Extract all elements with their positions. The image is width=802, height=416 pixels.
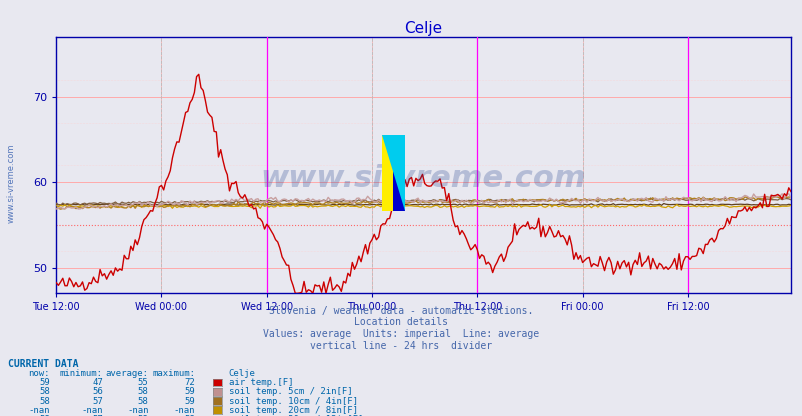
Text: average:: average: xyxy=(105,369,148,378)
Text: Location details: Location details xyxy=(354,317,448,327)
Text: www.si-vreme.com: www.si-vreme.com xyxy=(261,163,585,193)
Text: 59: 59 xyxy=(184,396,195,406)
Text: 57: 57 xyxy=(92,396,103,406)
Text: 58: 58 xyxy=(138,396,148,406)
Text: Slovenia / weather data - automatic stations.: Slovenia / weather data - automatic stat… xyxy=(269,306,533,316)
Text: air temp.[F]: air temp.[F] xyxy=(229,378,293,387)
Text: soil temp. 10cm / 4in[F]: soil temp. 10cm / 4in[F] xyxy=(229,396,358,406)
Text: -nan: -nan xyxy=(28,406,50,415)
Text: 55: 55 xyxy=(138,378,148,387)
Text: -nan: -nan xyxy=(81,406,103,415)
Text: now:: now: xyxy=(28,369,50,378)
Text: 58: 58 xyxy=(138,415,148,416)
Title: Celje: Celje xyxy=(404,21,442,36)
Bar xyxy=(381,135,393,211)
Text: vertical line - 24 hrs  divider: vertical line - 24 hrs divider xyxy=(310,341,492,351)
Text: 58: 58 xyxy=(39,396,50,406)
Text: 58: 58 xyxy=(138,387,148,396)
Text: soil temp. 5cm / 2in[F]: soil temp. 5cm / 2in[F] xyxy=(229,387,352,396)
Text: 58: 58 xyxy=(39,387,50,396)
Text: 72: 72 xyxy=(184,378,195,387)
Text: 56: 56 xyxy=(92,387,103,396)
Text: 59: 59 xyxy=(184,387,195,396)
Text: 58: 58 xyxy=(39,415,50,416)
Text: 57: 57 xyxy=(92,415,103,416)
Text: minimum:: minimum: xyxy=(59,369,103,378)
Text: www.si-vreme.com: www.si-vreme.com xyxy=(6,143,15,223)
Text: 59: 59 xyxy=(39,378,50,387)
Text: -nan: -nan xyxy=(173,406,195,415)
Text: -nan: -nan xyxy=(127,406,148,415)
Text: soil temp. 30cm / 12in[F]: soil temp. 30cm / 12in[F] xyxy=(229,415,363,416)
Polygon shape xyxy=(381,135,405,211)
Text: soil temp. 20cm / 8in[F]: soil temp. 20cm / 8in[F] xyxy=(229,406,358,415)
Text: CURRENT DATA: CURRENT DATA xyxy=(8,359,79,369)
Text: 47: 47 xyxy=(92,378,103,387)
Text: 58: 58 xyxy=(184,415,195,416)
Bar xyxy=(393,135,405,211)
Text: Values: average  Units: imperial  Line: average: Values: average Units: imperial Line: av… xyxy=(263,329,539,339)
Text: maximum:: maximum: xyxy=(152,369,195,378)
Text: Celje: Celje xyxy=(229,369,255,378)
